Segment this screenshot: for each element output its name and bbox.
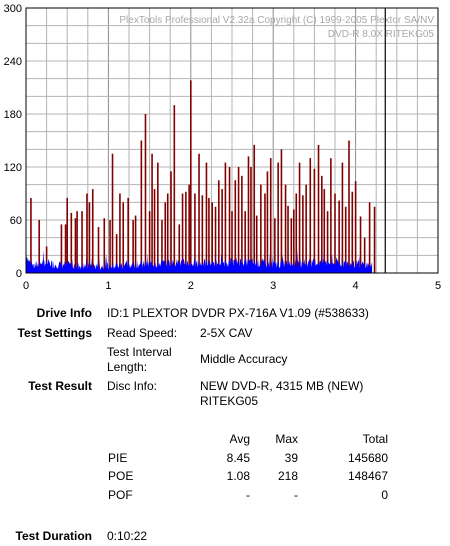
stats-row-total: 148467 <box>347 469 388 483</box>
x-tick-label: 3 <box>270 280 276 292</box>
x-tick-label: 0 <box>23 280 29 292</box>
stats-row-total: 145680 <box>347 451 388 465</box>
plot-border <box>25 7 439 274</box>
x-tick-label: 5 <box>435 280 441 292</box>
x-tick-label: 2 <box>188 280 194 292</box>
disc-info-line-1: NEW DVD-R, 4315 MB (NEW) <box>200 379 364 393</box>
test-result-label: Test Result <box>28 379 92 393</box>
stats-row-name: POF <box>108 488 133 502</box>
test-interval-value: Middle Accuracy <box>200 352 288 366</box>
stats-row-name: POE <box>108 469 134 483</box>
y-tick-label: 60 <box>10 215 22 227</box>
stats-row-total: 0 <box>381 488 388 502</box>
watermark-line-2: DVD-R 8.0X RITEKG05 <box>328 29 435 40</box>
read-speed-value: 2-5X CAV <box>200 326 253 340</box>
y-tick-label: 180 <box>4 109 22 121</box>
test-duration-label: Test Duration <box>15 529 92 543</box>
stats-header-avg: Avg <box>229 432 250 446</box>
read-speed-label: Read Speed: <box>107 326 178 340</box>
test-settings-label: Test Settings <box>17 326 92 340</box>
pie-series-area <box>26 249 373 273</box>
disc-info-line-2: RITEKG05 <box>200 394 259 408</box>
stats-row-max: 218 <box>277 469 298 483</box>
x-axis-ticks: 0 1 2 3 4 5 <box>23 280 441 292</box>
stats-row-max: - <box>294 488 298 502</box>
y-axis-ticks: 0 60 120 180 240 300 <box>4 3 22 280</box>
y-tick-label: 240 <box>4 56 22 68</box>
y-tick-label: 120 <box>4 162 22 174</box>
drive-info-value: ID:1 PLEXTOR DVDR PX-716A V1.09 (#538633… <box>107 306 369 320</box>
x-tick-label: 1 <box>105 280 111 292</box>
test-interval-label-line1: Test Interval <box>107 345 172 359</box>
stats-row-avg: - <box>246 488 250 502</box>
stats-row-name: PIE <box>108 451 128 465</box>
drive-info-label: Drive Info <box>36 306 92 320</box>
disc-info-label: Disc Info: <box>107 379 158 393</box>
stats-row-max: 39 <box>284 451 298 465</box>
stats-header-total: Total <box>362 432 388 446</box>
y-tick-label: 300 <box>4 3 22 15</box>
stats-row-avg: 8.45 <box>226 451 250 465</box>
poe-series <box>30 80 376 273</box>
test-interval-label-line2: Length: <box>107 360 148 374</box>
test-duration-value: 0:10:22 <box>107 529 148 543</box>
x-tick-label: 4 <box>353 280 359 292</box>
quality-chart: PlexTools Professional V2.32a Copyright … <box>4 3 441 292</box>
watermark-line-1: PlexTools Professional V2.32a Copyright … <box>119 15 434 26</box>
y-tick-label: 0 <box>16 268 22 280</box>
stats-header-max: Max <box>275 432 298 446</box>
stats-row-avg: 1.08 <box>226 469 250 483</box>
